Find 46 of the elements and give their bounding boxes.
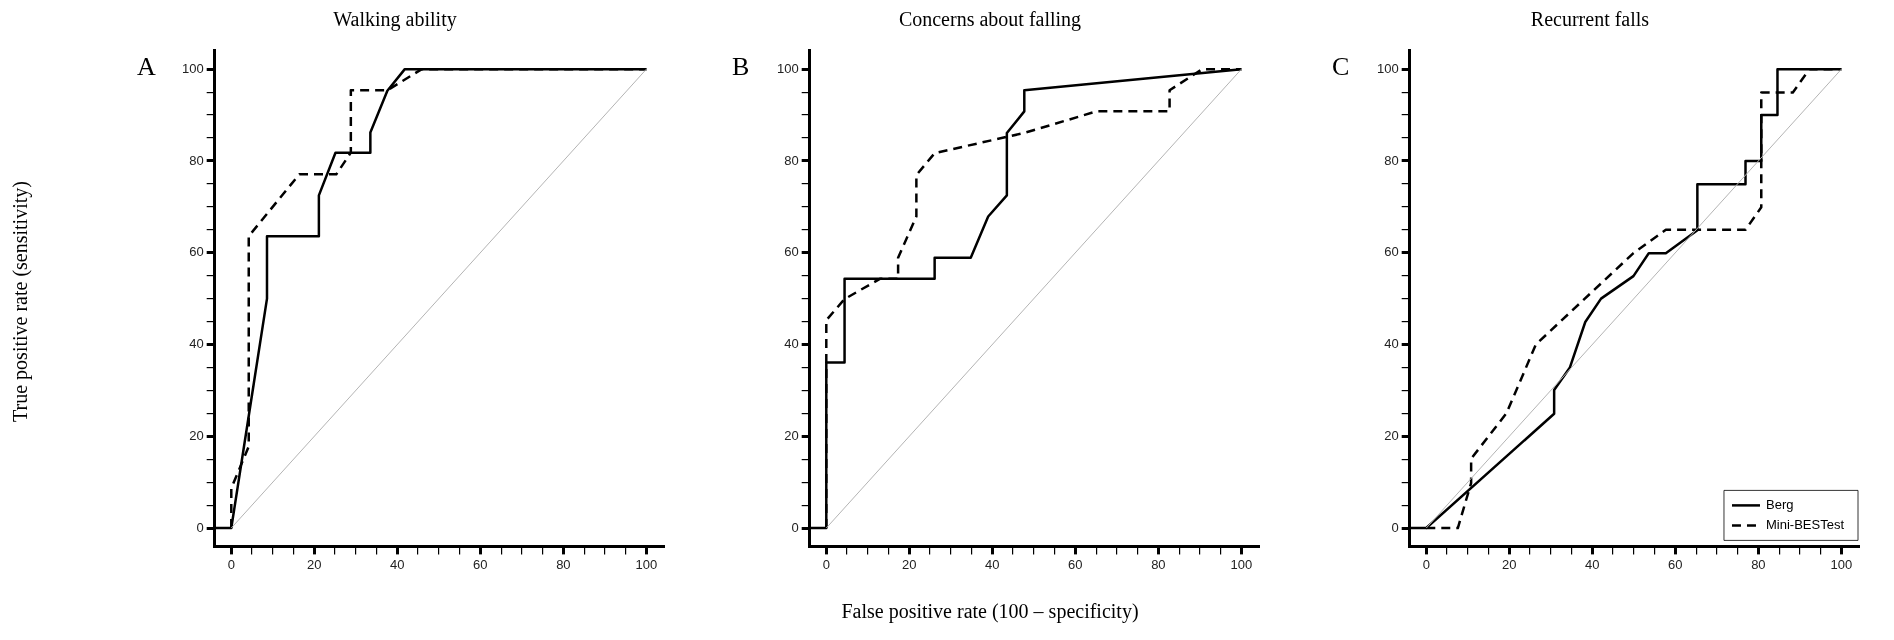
y-tick-label: 80 (1384, 152, 1399, 168)
x-tick-label: 60 (473, 556, 488, 572)
x-tick-label: 0 (227, 556, 235, 572)
x-tick-label: 40 (390, 556, 405, 572)
y-tick-label: 20 (1384, 427, 1399, 443)
y-tick-label: 80 (189, 152, 204, 168)
x-tick-label: 20 (307, 556, 322, 572)
x-tick-label: 100 (1230, 556, 1253, 572)
y-tick-label: 0 (791, 519, 799, 535)
y-tick-label: 0 (1391, 519, 1399, 535)
y-tick-label: 100 (181, 60, 204, 76)
text: B (732, 51, 750, 81)
x-tick-label: 0 (1422, 556, 1430, 572)
x-tick-label: 60 (1068, 556, 1083, 572)
text: C (1332, 51, 1350, 81)
y-tick-label: 40 (784, 336, 799, 352)
chart-title: Recurrent falls (1530, 8, 1650, 31)
x-tick-label: 80 (556, 556, 571, 572)
x-axis-title: False positive rate (100 – specificity) (841, 600, 1139, 623)
y-tick-label: 60 (189, 244, 204, 260)
x-tick-label: 40 (985, 556, 1000, 572)
x-tick-label: 80 (1751, 556, 1766, 572)
y-tick-label: 40 (1384, 336, 1399, 352)
y-tick-label: 20 (784, 427, 799, 443)
chart-title: Walking ability (333, 8, 457, 31)
x-tick-label: 80 (1151, 556, 1166, 572)
y-tick-label: 60 (784, 244, 799, 260)
y-tick-label: 0 (196, 519, 204, 535)
x-tick-label: 40 (1585, 556, 1600, 572)
x-tick-label: 100 (635, 556, 658, 572)
y-tick-label: 40 (189, 336, 204, 352)
x-tick-label: 100 (1830, 556, 1853, 572)
y-tick-label: 100 (776, 60, 799, 76)
y-tick-label: 80 (784, 152, 799, 168)
y-tick-label: 20 (189, 427, 204, 443)
legend-label: Mini-BESTest (1765, 516, 1845, 532)
y-tick-label: 100 (1376, 60, 1399, 76)
x-tick-label: 20 (902, 556, 917, 572)
x-tick-label: 60 (1668, 556, 1683, 572)
x-tick-label: 0 (822, 556, 830, 572)
text: A (137, 51, 156, 81)
chart-title: Concerns about falling (898, 8, 1082, 31)
y-tick-label: 60 (1384, 244, 1399, 260)
y-axis-title: True positive rate (sensitivity) (8, 181, 32, 422)
x-tick-label: 20 (1502, 556, 1517, 572)
legend-label: Berg (1765, 496, 1794, 512)
